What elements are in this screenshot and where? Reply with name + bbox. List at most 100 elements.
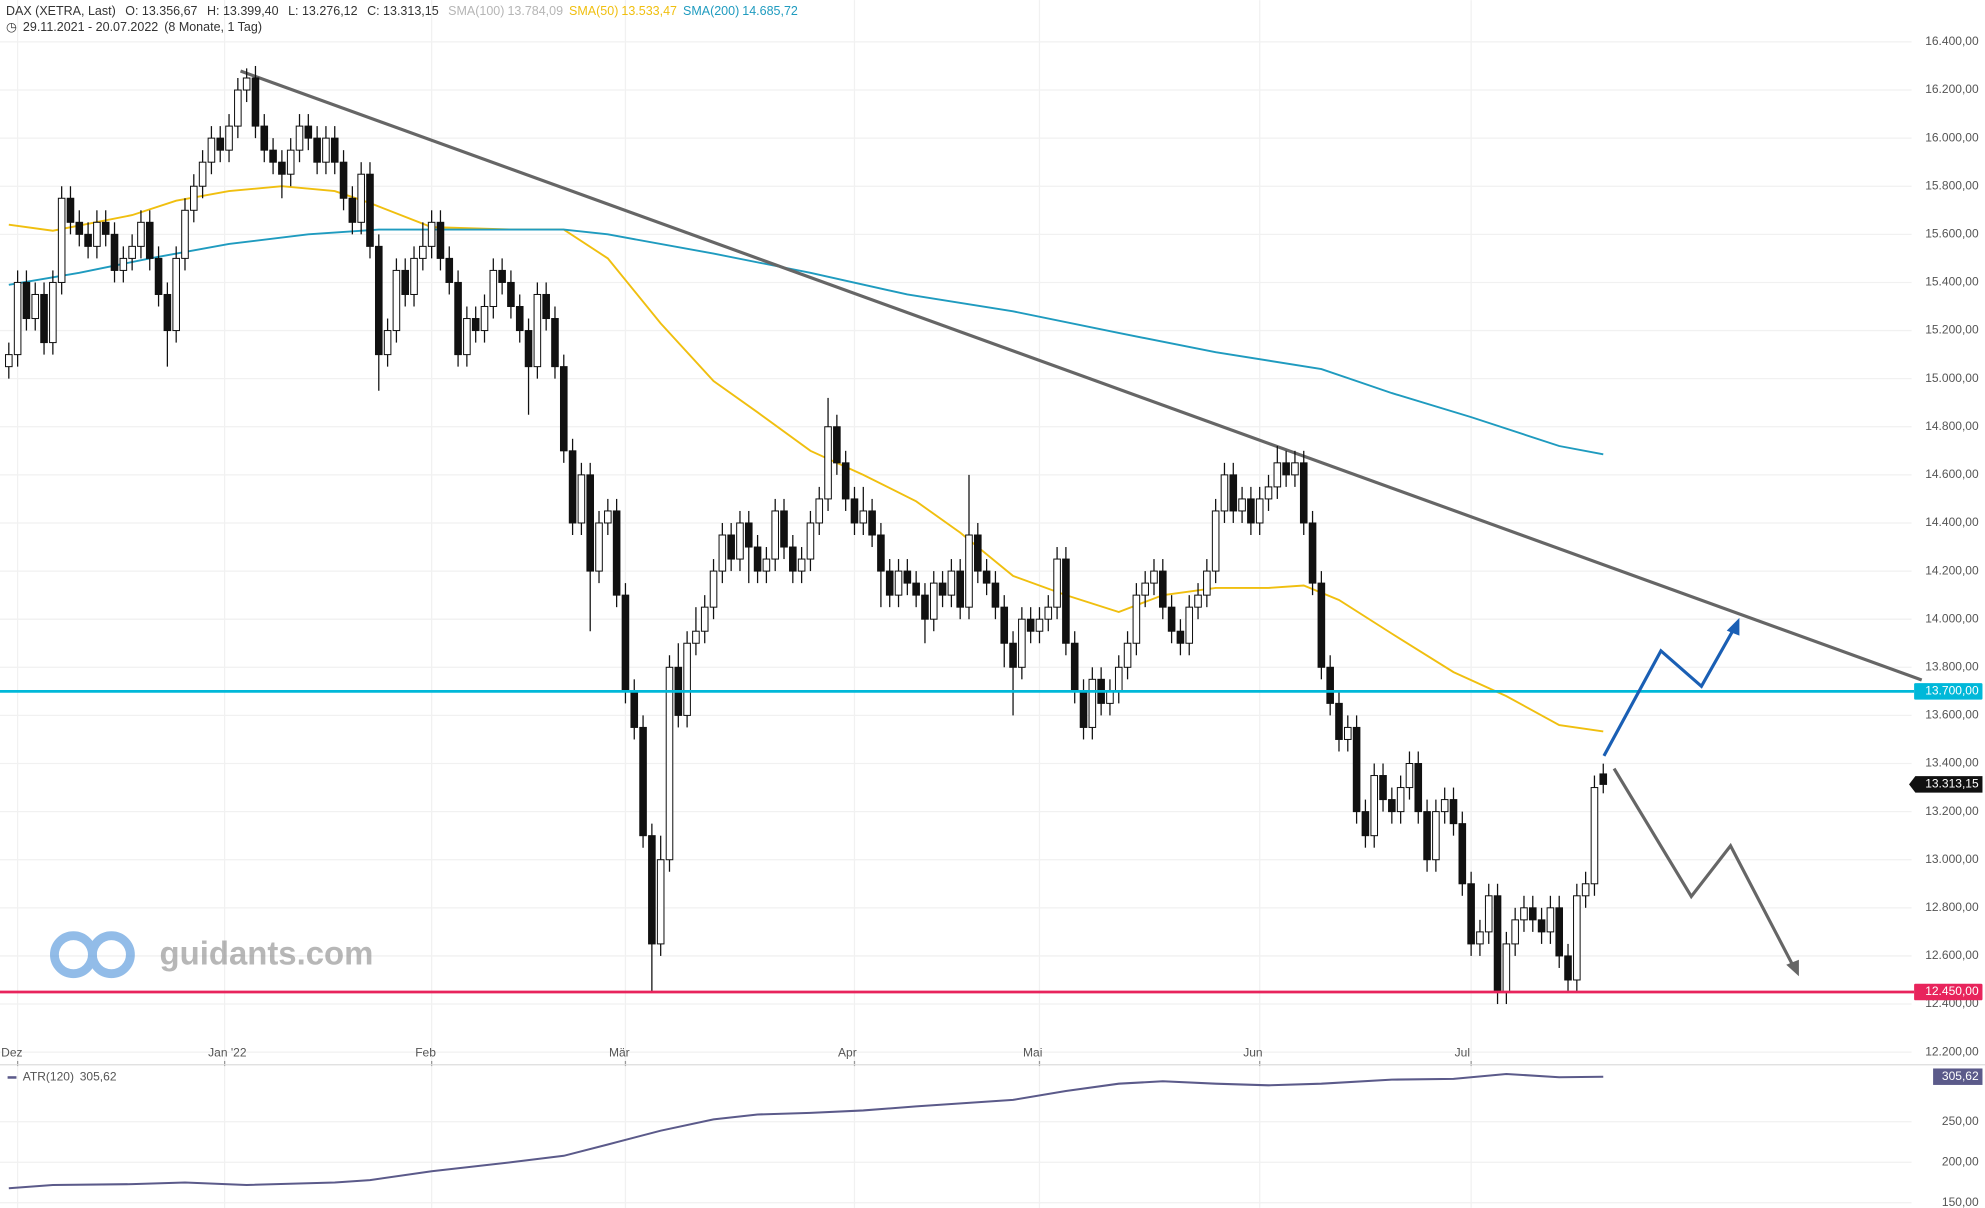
candle-body <box>1528 907 1537 921</box>
candle-body <box>251 77 260 127</box>
candle-body <box>401 269 410 295</box>
candle-body <box>1053 558 1061 608</box>
candle-body <box>357 173 365 223</box>
candle-body <box>1291 462 1299 476</box>
y-tick-label: 14.400,00 <box>1925 515 1979 529</box>
candle-body <box>1414 763 1423 813</box>
x-tick-label: Jan '22 <box>208 1046 247 1060</box>
candle-body <box>1176 630 1185 644</box>
candle-body <box>207 137 216 163</box>
candle-body <box>1273 462 1282 488</box>
candle-body <box>1000 606 1009 644</box>
sma-line <box>8 185 1604 733</box>
candle-body <box>1599 773 1608 785</box>
candle-body <box>119 257 128 271</box>
marks-layer <box>0 65 1915 1190</box>
candle-body <box>322 137 330 163</box>
candle-body <box>436 221 445 259</box>
candle-body <box>427 221 436 247</box>
candle-body <box>498 269 506 283</box>
y-tick-label: 16.200,00 <box>1925 82 1979 96</box>
candle-body <box>366 173 374 247</box>
candle-body <box>454 281 462 356</box>
candle-body <box>771 510 779 560</box>
y-tick-label: 200,00 <box>1942 1154 1979 1168</box>
indicator-name: SMA(100) <box>448 4 505 18</box>
candle-body <box>1361 811 1370 837</box>
candle-body <box>577 474 586 524</box>
candle-body <box>665 666 674 861</box>
candle-body <box>824 426 832 500</box>
candle-body <box>1132 594 1141 644</box>
candle-body <box>877 534 885 572</box>
candle-body <box>101 221 110 235</box>
candle-body <box>1458 823 1467 885</box>
candle-body <box>1035 618 1044 632</box>
candle-body <box>110 233 119 271</box>
candle-body <box>304 125 313 139</box>
candle-body <box>929 582 938 620</box>
indicator-name: SMA(50) <box>569 4 619 18</box>
candle-body <box>595 522 603 572</box>
candle-body <box>181 209 189 259</box>
candle-body <box>295 125 304 151</box>
candle-body <box>1282 462 1290 476</box>
last-price-box <box>1909 776 1983 793</box>
candle-body <box>1088 678 1097 728</box>
y-tick-label: 13.800,00 <box>1925 659 1979 673</box>
candle-body <box>1484 895 1493 933</box>
atr-title: ATR(120) <box>23 1070 74 1084</box>
y-tick-label: 16.400,00 <box>1925 34 1979 48</box>
candle-body <box>1009 642 1017 668</box>
atr-value-box <box>1933 1068 1983 1085</box>
candle-body <box>656 859 665 945</box>
candle-body <box>260 125 269 151</box>
candle-body <box>718 534 727 572</box>
ohlc: O: 13.356,67 <box>125 4 198 18</box>
y-tick-label: 15.400,00 <box>1925 275 1979 289</box>
indicators: SMA(100) 13.784,09 SMA(50) 13.533,47 SMA(200… <box>448 4 804 18</box>
candle-body <box>797 558 806 572</box>
candle-body <box>410 257 418 295</box>
x-tick-label: Jun <box>1243 1046 1262 1060</box>
candle-body <box>709 570 718 608</box>
candle-body <box>269 149 277 163</box>
indicator-value: 13.533,47 <box>621 4 677 18</box>
candle-body <box>286 149 295 175</box>
y-tick-label: 14.800,00 <box>1925 419 1979 433</box>
ohlc: H: 13.399,40 <box>207 4 279 18</box>
candle-body <box>190 185 198 211</box>
candle-body <box>938 582 947 596</box>
candle-body <box>93 221 101 247</box>
candle-body <box>1432 811 1440 861</box>
candle-body <box>1159 570 1167 608</box>
candle-body <box>921 594 929 620</box>
y-tick-label: 13.200,00 <box>1925 804 1979 818</box>
candle-body <box>1070 642 1079 692</box>
y-tick-label: 15.600,00 <box>1925 227 1979 241</box>
candle-body <box>57 197 66 283</box>
candle-body <box>551 318 559 368</box>
y-tick-label: 12.800,00 <box>1925 900 1979 914</box>
y-tick-label: 12.200,00 <box>1925 1044 1979 1058</box>
candle-body <box>1388 799 1396 813</box>
period: 29.11.2021 - 20.07.2022 <box>22 20 159 34</box>
candle-body <box>868 510 876 536</box>
candle-body <box>991 582 1000 608</box>
candle-body <box>1511 919 1519 945</box>
candle-body <box>242 77 251 91</box>
logo: guidants.com <box>50 931 373 979</box>
candle-body <box>1106 690 1114 704</box>
forecast-up-arrow <box>1602 627 1736 757</box>
candle-body <box>489 269 498 308</box>
arrow-head <box>1726 617 1740 636</box>
candle-body <box>445 257 454 283</box>
candle-body <box>1229 474 1238 512</box>
candle-body <box>507 281 515 308</box>
y-tick-label: 13.600,00 <box>1925 708 1979 722</box>
clock-icon: ◷ <box>6 20 17 34</box>
candle-body <box>903 570 912 584</box>
arrow-head <box>1786 959 1799 977</box>
indicator-value: 14.685,72 <box>742 4 798 18</box>
candle-body <box>1449 799 1458 825</box>
